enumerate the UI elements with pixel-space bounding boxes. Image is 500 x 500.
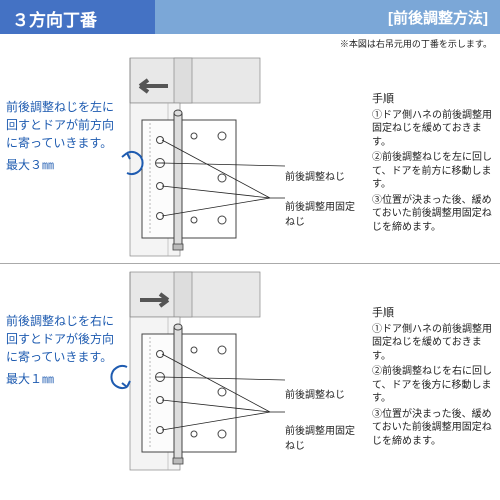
step-item: ③位置が決まった後、緩めておいた前後調整用固定ねじを締めます。 xyxy=(372,194,494,235)
hinge-diagram xyxy=(100,272,285,470)
steps-title: 手順 xyxy=(372,306,494,321)
step-item: ③位置が決まった後、緩めておいた前後調整用固定ねじを締めます。 xyxy=(372,408,494,449)
diagram-wrap xyxy=(100,58,285,256)
callout-label: 前後調整用固定ねじ xyxy=(285,422,363,452)
step-item: ①ドア側ハネの前後調整用固定ねじを緩めておきます。 xyxy=(372,109,494,150)
header: ３方向丁番 [前後調整方法] xyxy=(0,0,500,34)
callout-label: 前後調整ねじ xyxy=(285,386,345,401)
header-title: ３方向丁番 xyxy=(0,0,155,34)
step-item: ①ドア側ハネの前後調整用固定ねじを緩めておきます。 xyxy=(372,323,494,364)
callout-label: 前後調整用固定ねじ xyxy=(285,198,363,228)
step-item: ②前後調整ねじを左に回して、ドアを前方に移動します。 xyxy=(372,151,494,192)
diagram-wrap xyxy=(100,272,285,470)
steps-title: 手順 xyxy=(372,92,494,107)
header-note: ※本図は右吊元用の丁番を示します。 xyxy=(0,34,500,50)
step-item: ②前後調整ねじを右に回して、ドアを後方に移動します。 xyxy=(372,365,494,406)
section-0: 前後調整ねじを左に回すとドアが前方向に寄っていきます。最大３㎜ xyxy=(0,50,500,264)
hinge-diagram xyxy=(100,58,285,256)
header-subtitle: [前後調整方法] xyxy=(155,0,500,34)
section-1: 前後調整ねじを右に回すとドアが後方向に寄っていきます。最大１㎜ xyxy=(0,264,500,478)
steps: 手順 ①ドア側ハネの前後調整用固定ねじを緩めておきます。②前後調整ねじを左に回し… xyxy=(372,92,494,236)
steps: 手順 ①ドア側ハネの前後調整用固定ねじを緩めておきます。②前後調整ねじを右に回し… xyxy=(372,306,494,450)
callout-label: 前後調整ねじ xyxy=(285,168,345,183)
